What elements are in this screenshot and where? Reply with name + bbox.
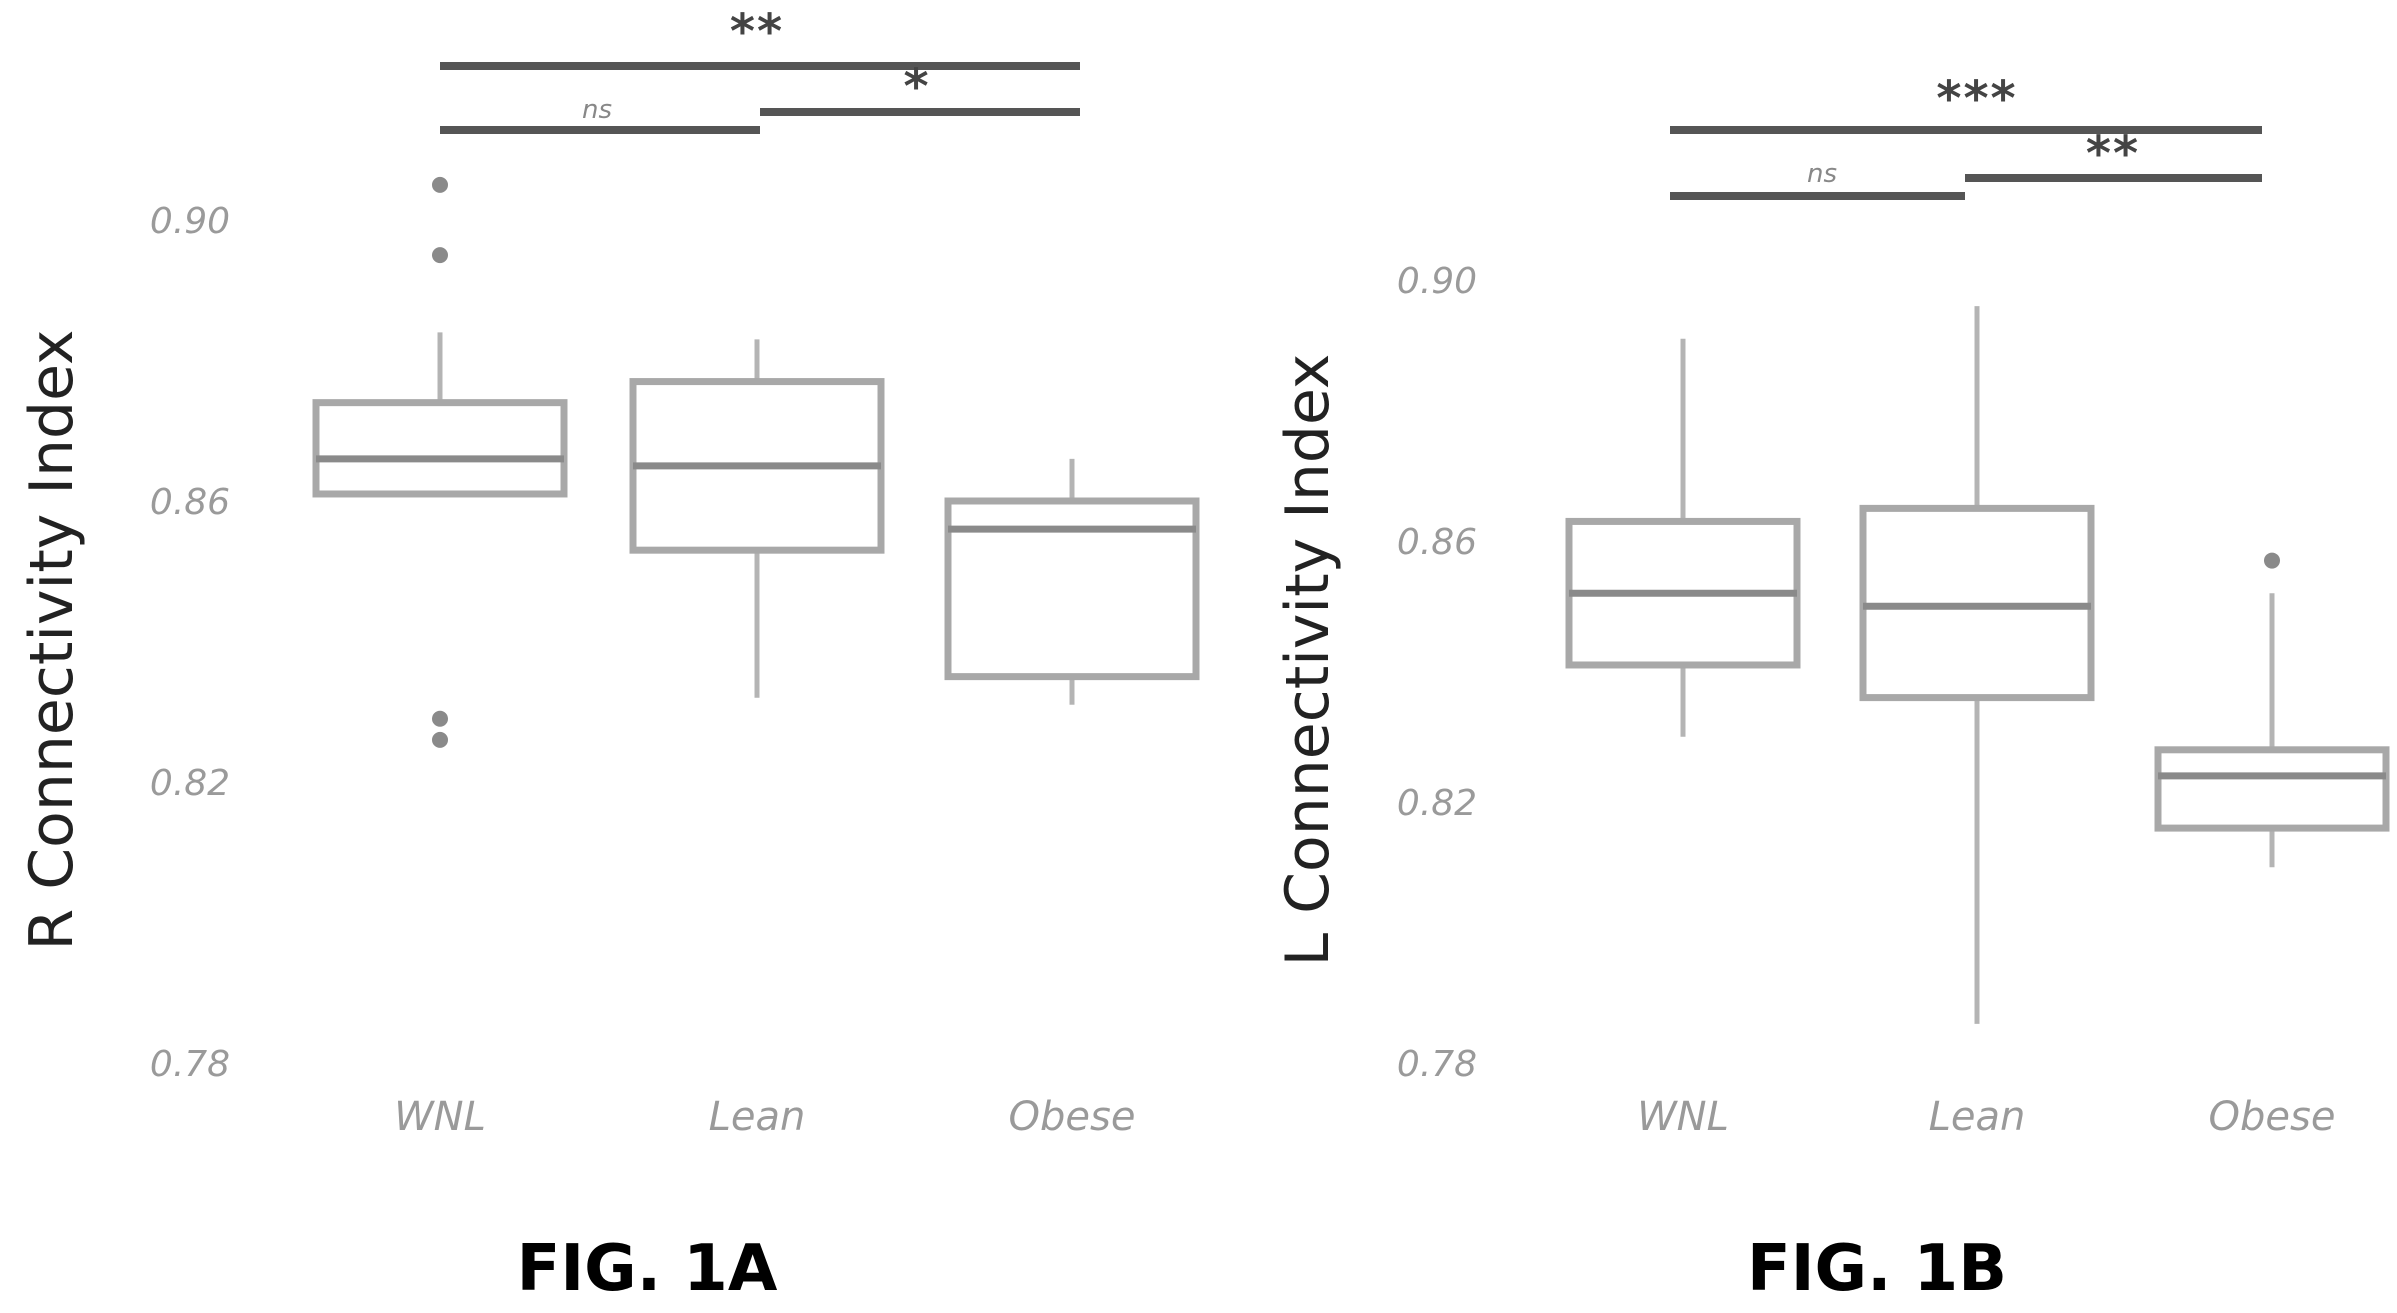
category-label: Lean [1929, 1094, 2026, 1140]
figure-caption: FIG. 1A [517, 1232, 778, 1306]
outlier-point [432, 247, 448, 264]
y-tick-label: 0.82 [1397, 783, 1477, 824]
category-label: Obese [1009, 1094, 1136, 1140]
significance-stars: ** [730, 4, 784, 60]
category-label: WNL [394, 1094, 486, 1140]
y-tick-label: 0.86 [1397, 522, 1477, 563]
significance-label-ns: ns [582, 95, 612, 125]
outlier-point [432, 731, 448, 748]
y-tick-label: 0.82 [150, 763, 230, 804]
category-label: Obese [2209, 1094, 2336, 1140]
outlier-point [432, 710, 448, 727]
y-tick-label: 0.90 [1397, 261, 1477, 302]
panel-fig-1b: 0.78 0.82 0.86 0.90 L Connectivity Index WNL L… [1273, 71, 2390, 1306]
y-tick-label: 0.86 [150, 482, 230, 523]
box-obese [2154, 552, 2390, 868]
y-tick-label: 0.78 [150, 1044, 230, 1085]
box-lean [629, 339, 885, 698]
box-obese [944, 458, 1200, 705]
significance-stars: * [903, 59, 930, 115]
figure-caption: FIG. 1B [1747, 1232, 2007, 1306]
y-tick-label: 0.78 [1397, 1044, 1477, 1085]
y-tick-label: 0.90 [150, 201, 230, 242]
box-lean [1859, 306, 2095, 1024]
outlier-point [432, 176, 448, 193]
iqr-box [312, 399, 568, 498]
box-wnl [312, 176, 568, 748]
box-wnl [1565, 338, 1801, 737]
y-axis-label: L Connectivity Index [1273, 354, 1343, 967]
panel-fig-1a: 0.78 0.82 0.86 0.90 R Connectivity Index WNL L… [17, 4, 1200, 1306]
iqr-box [944, 497, 1200, 681]
significance-stars: ** [2086, 126, 2140, 182]
iqr-box [2154, 746, 2390, 832]
category-label: Lean [709, 1094, 806, 1140]
outlier-point [2264, 552, 2280, 569]
significance-stars: *** [1936, 71, 2017, 127]
significance-label-ns: ns [1807, 159, 1837, 189]
y-axis-label: R Connectivity Index [17, 330, 87, 951]
category-label: WNL [1637, 1094, 1729, 1140]
